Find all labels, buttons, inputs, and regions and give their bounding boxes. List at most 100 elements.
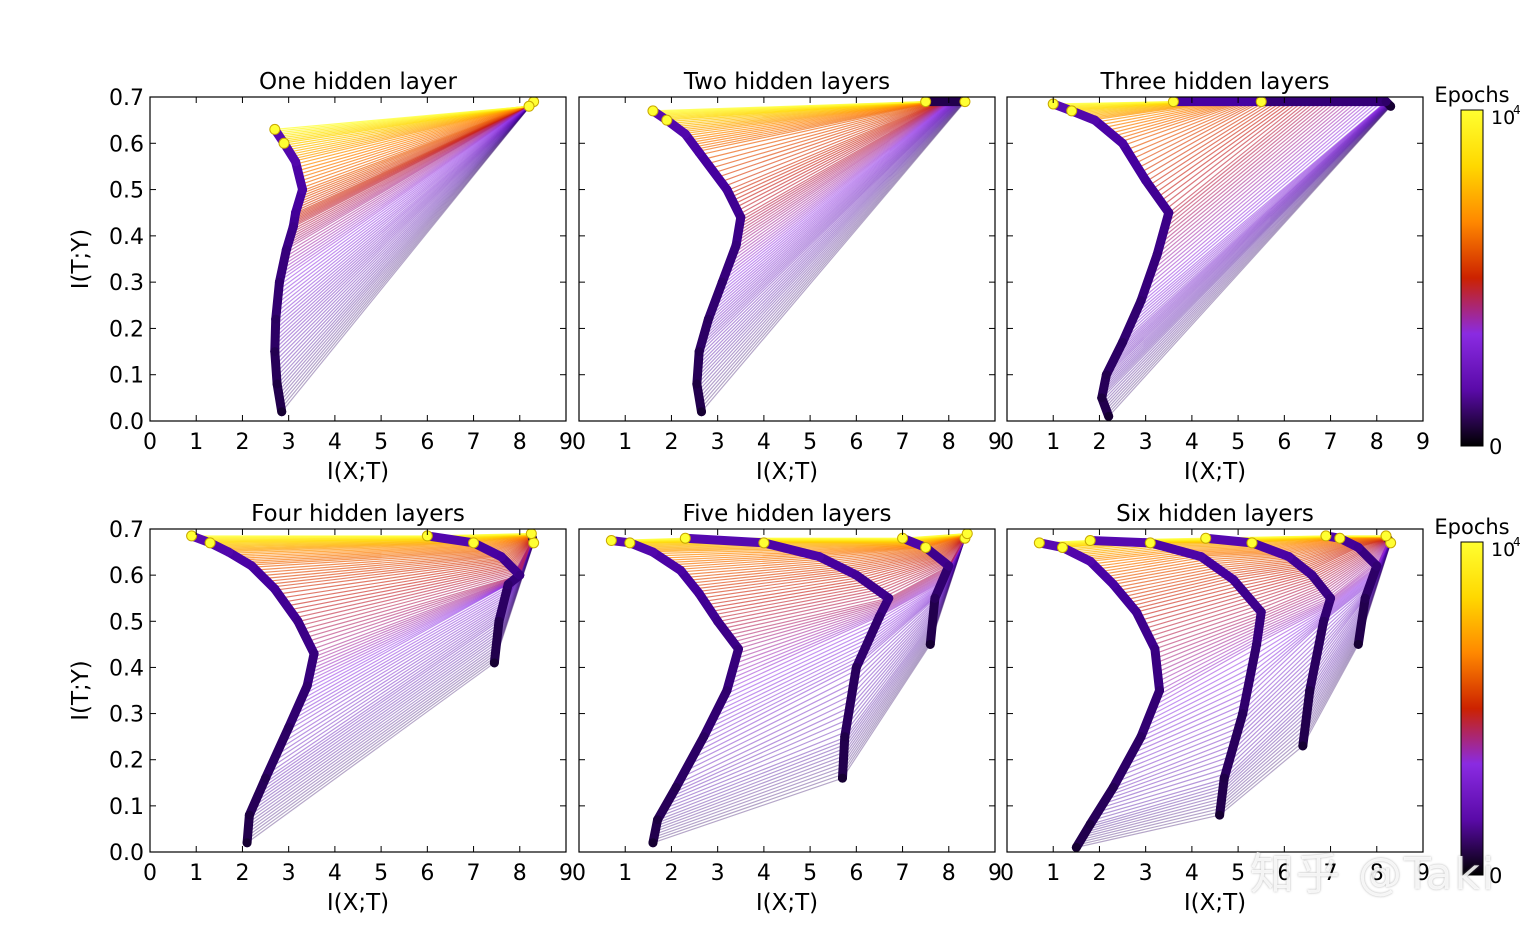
trajectory-segment (307, 654, 314, 686)
trajectory-point (1090, 116, 1099, 125)
trajectory-point (273, 379, 282, 388)
trajectory-segment (676, 737, 704, 788)
trajectory-point (1381, 531, 1391, 541)
x-tick-label: 6 (1277, 430, 1291, 455)
trajectory-point (270, 584, 279, 593)
panel-title: Five hidden layers (683, 501, 892, 527)
x-tick-label: 7 (896, 861, 910, 886)
trajectory-point (1335, 533, 1345, 543)
trajectory-point (1284, 552, 1293, 561)
x-tick-label: 5 (374, 861, 388, 886)
panel-title: Four hidden layers (251, 501, 465, 527)
y-tick-label: 0.4 (109, 225, 144, 250)
panel-title: Three hidden layers (1099, 69, 1329, 95)
trajectory-segment (275, 589, 298, 621)
trajectory-point (1197, 552, 1206, 561)
trajectory-point (303, 681, 312, 690)
trajectory-point (676, 566, 685, 575)
y-axis-label: I(T;Y) (68, 229, 94, 290)
trajectory-point (1067, 106, 1077, 116)
x-tick-label: 7 (896, 430, 910, 455)
trajectory-segment (699, 153, 727, 190)
trajectory-segment (1090, 541, 1150, 543)
trajectory-point (1321, 531, 1331, 541)
x-tick-label: 3 (711, 861, 725, 886)
y-tick-label: 0.2 (109, 749, 144, 774)
x-tick-label: 0 (572, 861, 586, 886)
trajectory-point (884, 594, 893, 603)
plot-area (270, 97, 539, 417)
y-tick-label: 0.3 (109, 703, 144, 728)
trajectory-point (1220, 774, 1229, 783)
x-axis-label: I(X;T) (756, 459, 818, 485)
x-tick-label: 1 (189, 861, 203, 886)
plot-area (1048, 97, 1395, 421)
trajectory-point (1104, 412, 1113, 421)
x-tick-label: 2 (235, 861, 249, 886)
x-tick-label: 0 (1000, 430, 1014, 455)
trajectory-segment (658, 787, 676, 819)
trajectory-point (293, 617, 302, 626)
colorbar-max-exponent: 4 (1513, 103, 1521, 117)
trajectory-segment (845, 667, 857, 736)
trajectory-segment (699, 319, 708, 351)
y-tick-label: 0.5 (109, 179, 144, 204)
fan-line (1135, 102, 1386, 315)
trajectory-point (298, 185, 307, 194)
x-tick-label: 9 (559, 861, 573, 886)
trajectory-point (697, 407, 706, 416)
colorbar-gradient (1461, 110, 1483, 446)
trajectory-point (243, 838, 252, 847)
trajectory-segment (1113, 737, 1141, 788)
trajectory-segment (685, 538, 764, 543)
y-tick-label: 0.4 (109, 656, 144, 681)
x-tick-label: 1 (189, 430, 203, 455)
trajectory-point (261, 774, 270, 783)
trajectory-point (1372, 561, 1381, 570)
trajectory-point (722, 185, 731, 194)
trajectory-point (1109, 783, 1118, 792)
trajectory-segment (289, 686, 307, 728)
trajectory-point (736, 213, 745, 222)
x-tick-label: 4 (1185, 861, 1199, 886)
trajectory-segment (1155, 649, 1160, 691)
y-tick-label: 0.7 (109, 86, 144, 111)
trajectory-point (759, 538, 769, 548)
colorbar-label: Epochs (1434, 515, 1509, 539)
trajectory-point (284, 723, 293, 732)
trajectory-point (672, 783, 681, 792)
trajectory-point (275, 278, 284, 287)
trajectory-point (838, 774, 847, 783)
trajectory-point (875, 612, 884, 621)
trajectory-point (713, 617, 722, 626)
x-tick-label: 4 (1185, 430, 1199, 455)
fan-line (731, 600, 888, 639)
trajectory-point (1102, 370, 1111, 379)
trajectory-point (662, 115, 672, 125)
y-tick-label: 0.3 (109, 271, 144, 296)
fan-line (668, 726, 846, 801)
trajectory-segment (276, 282, 280, 319)
trajectory-point (692, 379, 701, 388)
trajectory-point (921, 97, 931, 107)
trajectory-point (1164, 208, 1173, 217)
trajectory-point (1097, 393, 1106, 402)
trajectory-point (852, 663, 861, 672)
fan-line (1159, 632, 1259, 681)
x-tick-label: 1 (618, 861, 632, 886)
x-tick-label: 9 (559, 430, 573, 455)
trajectory-point (695, 589, 704, 598)
y-axis-label: I(T;Y) (68, 660, 94, 721)
trajectory-point (926, 640, 935, 649)
trajectory-point (1361, 594, 1370, 603)
fan-line (1138, 102, 1261, 168)
x-tick-label: 5 (803, 861, 817, 886)
trajectory-point (1145, 538, 1155, 548)
trajectory-segment (722, 245, 736, 282)
trajectory-point (271, 315, 280, 324)
x-tick-label: 2 (235, 430, 249, 455)
trajectory-point (1319, 617, 1328, 626)
